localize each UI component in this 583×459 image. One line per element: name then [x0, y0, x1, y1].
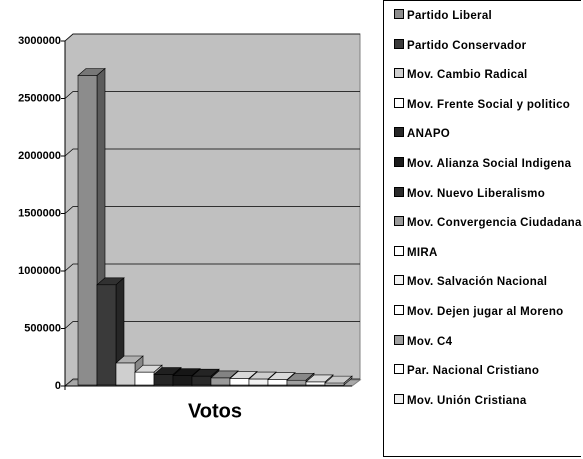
legend-label: Partido Liberal: [407, 10, 493, 22]
bar: [229, 378, 250, 386]
grid-line: [64, 206, 360, 214]
legend-swatch: [394, 9, 404, 19]
legend-swatch: [394, 364, 404, 375]
legend-entry: Mov. Dejen jugar al Moreno: [394, 305, 582, 319]
bar: [115, 362, 136, 386]
bar: [248, 378, 269, 386]
legend-swatch: [394, 275, 404, 286]
legend-swatch: [394, 186, 404, 197]
legend-swatch: [394, 157, 404, 167]
y-tick-label: 500000: [24, 322, 61, 334]
bar: [134, 371, 155, 386]
legend-swatch: [394, 245, 404, 256]
legend-swatch: [394, 97, 404, 108]
bar: [286, 379, 307, 386]
y-tick-label: 1500000: [18, 207, 61, 219]
bar: [153, 374, 174, 386]
legend-entry: Mov. C4: [394, 334, 582, 349]
grid-line: [64, 91, 360, 99]
legend-label: Mov. Alianza Social Indigena: [407, 158, 572, 170]
bar: [267, 379, 288, 386]
legend-swatch: [394, 68, 404, 79]
legend-swatch: [394, 393, 404, 404]
grid-line: [64, 33, 360, 42]
legend-entry: Mov. Unión Cristiana: [394, 393, 582, 408]
legend-entry: ANAPO: [394, 127, 582, 141]
legend-label: Partido Conservador: [407, 39, 527, 52]
legend-swatch: [394, 305, 404, 315]
legend-entry: Mov. Cambio Radical: [394, 68, 582, 82]
legend-entry: Partido Liberal: [394, 9, 582, 23]
legend: Partido Liberal Partido Conservador Mov. C…: [383, 0, 581, 457]
bar: [324, 382, 345, 386]
legend-label: Mov. Dejen jugar al Moreno: [407, 306, 564, 318]
legend-label: Mov. Unión Cristiana: [407, 394, 527, 407]
legend-entry: Mov. Alianza Social Indigena: [394, 157, 582, 171]
legend-swatch: [394, 38, 404, 49]
legend-entry: Mov. Convergencia Ciudadana: [394, 216, 582, 230]
legend-label: Mov. Convergencia Ciudadana: [407, 217, 582, 230]
legend-entry: Mov. Frente Social y politico: [394, 97, 582, 112]
grid-line: [64, 321, 360, 329]
legend-entry: Mov. Salvación Nacional: [394, 275, 582, 289]
legend-entry: Mov. Nuevo Liberalismo: [394, 186, 582, 201]
y-tick-label: 2000000: [18, 150, 61, 162]
legend-label: Mov. Frente Social y politico: [407, 98, 571, 111]
legend-swatch: [394, 334, 404, 345]
legend-label: Par. Nacional Cristiano: [407, 365, 540, 378]
legend-label: Mov. C4: [407, 335, 453, 348]
y-tick-label: 1000000: [18, 265, 61, 277]
bar: [96, 284, 117, 386]
bar: [77, 75, 98, 386]
legend-entry: Partido Conservador: [394, 38, 582, 53]
bar: [172, 375, 193, 386]
bar: [305, 381, 326, 386]
legend-label: Mov. Cambio Radical: [407, 69, 528, 82]
legend-label: Mov. Salvación Nacional: [407, 276, 548, 289]
legend-entry: Par. Nacional Cristiano: [394, 364, 582, 378]
grid-line: [64, 263, 360, 272]
legend-entry: MIRA: [394, 245, 582, 260]
legend-label: ANAPO: [407, 128, 451, 141]
y-tick-label: 0: [55, 380, 61, 392]
x-tick-label: Votos: [188, 400, 242, 422]
grid-line: [64, 148, 360, 157]
y-tick-label: 2500000: [18, 92, 61, 104]
legend-swatch: [394, 216, 404, 227]
y-tick-label: 3000000: [18, 35, 61, 47]
legend-swatch: [394, 127, 404, 138]
legend-label: Mov. Nuevo Liberalismo: [407, 187, 546, 200]
legend-label: MIRA: [407, 246, 438, 259]
bar: [191, 375, 212, 386]
plot: Votos 0 500000 1000000 1500000 2000000 250000…: [18, 33, 362, 422]
bar: [210, 377, 231, 386]
